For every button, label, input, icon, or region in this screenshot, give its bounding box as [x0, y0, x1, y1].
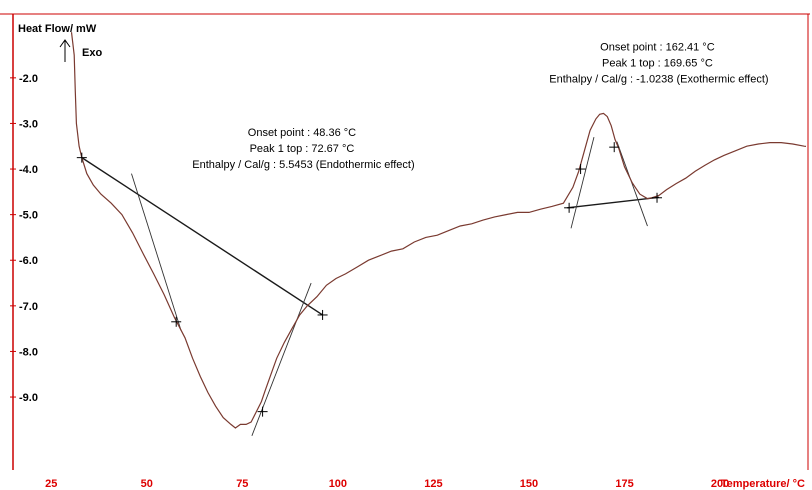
x-tick-label: 100 — [329, 478, 347, 490]
x-tick-label: 200 — [711, 478, 729, 490]
annotations: Onset point : 48.36 °C Peak 1 top : 72.6… — [192, 41, 768, 171]
cross-marker — [575, 164, 586, 175]
endothermic-peak-text: Peak 1 top : 72.67 °C — [250, 143, 355, 155]
cross-marker — [609, 142, 620, 153]
point-markers — [76, 142, 663, 417]
exo-label: Exo — [82, 47, 102, 59]
cross-marker — [76, 152, 87, 163]
x-tick-label: 150 — [520, 478, 538, 490]
exothermic-peak-text: Peak 1 top : 169.65 °C — [602, 57, 713, 69]
y-axis-label: Heat Flow/ mW — [18, 23, 97, 35]
y-tick-label: -9.0 — [19, 392, 38, 404]
tangent-line — [251, 282, 312, 436]
exo-arrow-icon — [59, 39, 71, 62]
y-tick-label: -2.0 — [19, 73, 38, 85]
y-tick-label: -8.0 — [19, 346, 38, 358]
x-tick-label: 25 — [45, 478, 57, 490]
exothermic-annotation: Onset point : 162.41 °C Peak 1 top : 169… — [549, 41, 768, 85]
tangent-lines — [131, 137, 648, 436]
y-tick-label: -7.0 — [19, 301, 38, 313]
x-tick-label: 175 — [615, 478, 633, 490]
endothermic-enthalpy-text: Enthalpy / Cal/g : 5.5453 (Endothermic e… — [192, 159, 414, 171]
endothermic-onset-text: Onset point : 48.36 °C — [248, 127, 356, 139]
plot-frame — [0, 13, 810, 470]
x-tick-label: 125 — [424, 478, 442, 490]
y-tick-label: -5.0 — [19, 210, 38, 222]
x-tick-label: 75 — [236, 478, 248, 490]
y-axis-ticks: -2.0 -3.0 -4.0 -5.0 -6.0 -7.0 -8.0 -9.0 — [10, 73, 38, 404]
tangent-line — [131, 173, 182, 332]
y-tick-label: -4.0 — [19, 164, 38, 176]
cross-marker — [257, 406, 268, 417]
y-tick-label: -3.0 — [19, 118, 38, 130]
baseline-line — [567, 196, 660, 209]
cross-marker — [652, 192, 663, 203]
x-axis-label: Temperature/ °C — [721, 478, 805, 490]
endothermic-annotation: Onset point : 48.36 °C Peak 1 top : 72.6… — [192, 127, 414, 171]
baseline-line — [81, 157, 323, 316]
tangent-line — [616, 141, 648, 227]
baselines — [81, 157, 660, 316]
x-axis-ticks: 25 50 75 100 125 150 175 200 — [45, 478, 729, 490]
y-tick-label: -6.0 — [19, 255, 38, 267]
y-axis-label-group: Heat Flow/ mW Exo — [18, 23, 102, 62]
x-tick-label: 50 — [141, 478, 153, 490]
cross-marker — [317, 309, 328, 320]
exothermic-enthalpy-text: Enthalpy / Cal/g : -1.0238 (Exothermic e… — [549, 73, 768, 85]
cross-marker — [564, 202, 575, 213]
tangent-line — [570, 137, 595, 229]
heat-flow-curve — [70, 32, 807, 429]
exothermic-onset-text: Onset point : 162.41 °C — [600, 41, 715, 53]
cross-marker — [171, 316, 182, 327]
